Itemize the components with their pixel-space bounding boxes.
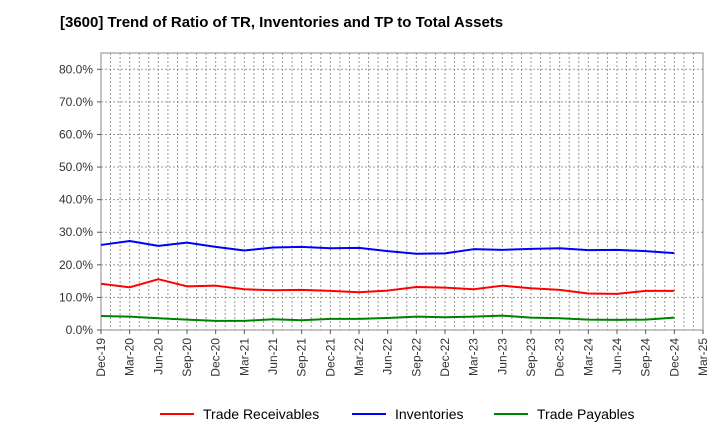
x-tick-label: Sep-20 xyxy=(180,338,194,377)
y-tick-label: 50.0% xyxy=(59,160,93,174)
x-tick-label: Dec-23 xyxy=(553,338,567,377)
x-tick-label: Dec-24 xyxy=(667,338,681,377)
x-tick-label: Jun-20 xyxy=(151,338,165,375)
series-line-inventories xyxy=(100,240,675,255)
x-tick-label: Dec-21 xyxy=(323,338,337,377)
y-tick-label: 60.0% xyxy=(59,127,93,141)
y-axis-ticks: 0.0% 10.0% 20.0% 30.0% 40.0% 50.0% 60.0% 70.0% 8… xyxy=(59,62,101,337)
x-tick-label: Mar-21 xyxy=(237,338,251,376)
grid-lines xyxy=(101,53,703,330)
x-tick-label: Dec-22 xyxy=(438,338,452,377)
x-tick-label: Mar-25 xyxy=(696,338,710,376)
x-tick-label: Dec-19 xyxy=(94,338,108,377)
y-tick-label: 10.0% xyxy=(59,290,93,304)
x-tick-label: Jun-24 xyxy=(610,338,624,375)
x-tick-label: Jun-22 xyxy=(381,338,395,375)
legend-label: Trade Receivables xyxy=(203,406,320,422)
series-line-trade-receivables xyxy=(100,278,675,295)
legend-item-inventories: Inventories xyxy=(352,404,463,424)
legend-swatch xyxy=(352,413,386,415)
legend-item-trade-payables: Trade Payables xyxy=(494,404,635,424)
y-tick-label: 40.0% xyxy=(59,193,93,207)
x-tick-label: Mar-24 xyxy=(581,338,595,376)
x-tick-label: Sep-24 xyxy=(639,338,653,377)
legend-swatch xyxy=(160,413,194,415)
y-tick-label: 30.0% xyxy=(59,225,93,239)
series-line-trade-payables xyxy=(100,314,675,322)
x-tick-label: Jun-21 xyxy=(266,338,280,375)
x-tick-label: Dec-20 xyxy=(209,338,223,377)
x-tick-label: Sep-23 xyxy=(524,338,538,377)
legend-label: Inventories xyxy=(395,406,464,422)
y-tick-label: 20.0% xyxy=(59,258,93,272)
x-tick-label: Sep-22 xyxy=(409,338,423,377)
legend: Trade Receivables Inventories Trade Paya… xyxy=(0,404,720,424)
x-tick-label: Jun-23 xyxy=(495,338,509,375)
plot-frame xyxy=(100,52,704,331)
x-tick-label: Mar-23 xyxy=(467,338,481,376)
y-tick-label: 0.0% xyxy=(66,323,94,337)
legend-swatch xyxy=(494,413,528,415)
x-tick-label: Mar-22 xyxy=(352,338,366,376)
x-axis-ticks: Dec-19 Mar-20 Jun-20 Sep-20 Dec-20 Mar-21 Jun-… xyxy=(94,330,710,377)
x-tick-label: Sep-21 xyxy=(295,338,309,377)
legend-label: Trade Payables xyxy=(537,406,635,422)
legend-item-trade-receivables: Trade Receivables xyxy=(160,404,319,424)
chart-title: [3600] Trend of Ratio of TR, Inventories… xyxy=(60,14,504,31)
y-tick-label: 80.0% xyxy=(59,62,93,76)
series-lines xyxy=(100,240,675,322)
y-tick-label: 70.0% xyxy=(59,95,93,109)
x-tick-label: Mar-20 xyxy=(123,338,137,376)
